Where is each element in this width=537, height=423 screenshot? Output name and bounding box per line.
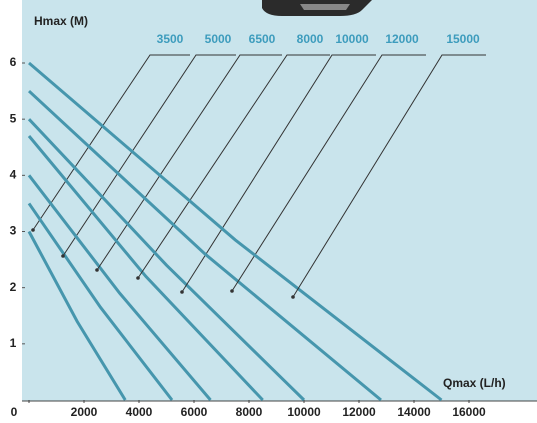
- x-tick-label: 12000: [342, 405, 376, 419]
- leader-dot: [180, 290, 184, 294]
- model-label: 12000: [385, 32, 419, 46]
- y-tick-label: 1: [10, 336, 17, 350]
- leader-line: [62, 54, 236, 257]
- model-label: 6500: [249, 32, 276, 46]
- x-axis-label: Qmax (L/h): [443, 376, 506, 390]
- pump-curve: [27, 118, 306, 402]
- x-tick-label: 16000: [452, 405, 486, 419]
- y-tick-label: 5: [10, 111, 17, 125]
- x-tick-label: 14000: [397, 405, 431, 419]
- x-tick-label: 6000: [181, 405, 208, 419]
- leader-dot: [291, 295, 295, 299]
- model-label: 8000: [297, 32, 324, 46]
- x-tick-label: 8000: [236, 405, 263, 419]
- x-tick-label: 4000: [126, 405, 153, 419]
- model-label: 5000: [205, 32, 232, 46]
- leader-dot: [230, 289, 234, 293]
- model-label: 15000: [446, 32, 480, 46]
- product-highlight: [300, 4, 350, 10]
- y-tick-label: 4: [10, 168, 17, 182]
- y-axis-label: Hmax (M): [34, 14, 88, 28]
- leader-dot: [61, 254, 65, 258]
- leader-dot: [31, 228, 35, 232]
- leader-dot: [95, 268, 99, 272]
- x-tick-label: 2000: [71, 405, 98, 419]
- leader-line: [231, 54, 426, 292]
- model-label: 10000: [335, 32, 369, 46]
- leader-line: [292, 54, 486, 298]
- pump-curve: [27, 230, 127, 401]
- pump-curve: [28, 61, 443, 402]
- model-label: 3500: [157, 32, 184, 46]
- x-tick-label: 0: [11, 405, 18, 419]
- pump-curve: [27, 202, 174, 401]
- leader-dot: [136, 276, 140, 280]
- pump-curve: [27, 135, 264, 402]
- leader-line: [32, 54, 190, 231]
- y-tick-label: 6: [10, 55, 17, 69]
- y-tick-label: 3: [10, 224, 17, 238]
- y-tick-label: 2: [10, 280, 17, 294]
- x-tick-label: 10000: [287, 405, 321, 419]
- leader-line: [181, 54, 376, 293]
- pump-curve: [27, 89, 382, 402]
- pump-curve: [27, 174, 212, 401]
- leader-line: [137, 54, 330, 279]
